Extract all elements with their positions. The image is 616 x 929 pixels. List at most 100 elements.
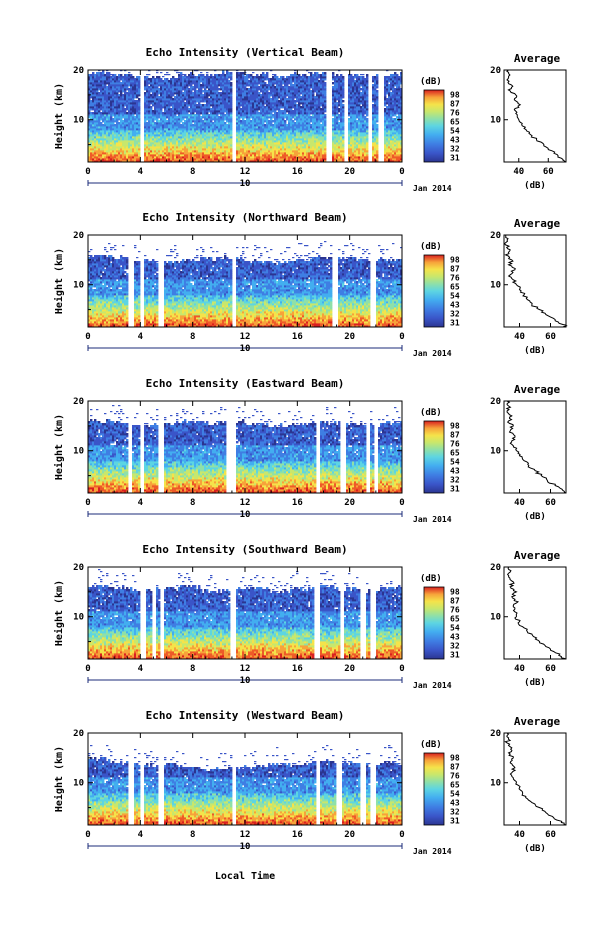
echo-cell <box>96 74 99 77</box>
echo-cell <box>218 80 221 83</box>
echo-cell <box>90 104 93 107</box>
echo-cell <box>224 110 227 113</box>
echo-cell <box>120 132 123 135</box>
echo-cell <box>266 72 269 75</box>
echo-cell <box>152 158 155 161</box>
echo-cell <box>236 88 239 91</box>
echo-cell <box>110 134 113 137</box>
echo-cell <box>94 74 97 77</box>
echo-cell <box>112 114 115 117</box>
echo-cell <box>96 152 99 155</box>
echo-cell <box>156 102 159 105</box>
echo-cell <box>210 100 213 103</box>
echo-cell <box>110 132 113 135</box>
echo-cell <box>214 92 217 95</box>
echo-cell <box>120 116 123 119</box>
echo-cell <box>238 84 241 87</box>
echo-cell <box>206 92 209 95</box>
echo-cell <box>226 74 229 77</box>
echo-cell <box>222 138 225 141</box>
echo-cell <box>228 104 231 107</box>
echo-cell <box>138 98 141 101</box>
echo-cell <box>168 112 171 115</box>
echo-cell <box>114 140 117 143</box>
echo-cell <box>210 92 213 95</box>
echo-cell <box>104 110 107 113</box>
echo-cell <box>138 94 141 97</box>
echo-cell <box>116 124 119 127</box>
echo-cell <box>236 102 239 105</box>
echo-cell <box>148 96 151 99</box>
echo-cell <box>158 92 161 95</box>
echo-cell <box>244 126 247 129</box>
echo-cell <box>218 116 221 119</box>
echo-cell <box>114 88 117 91</box>
echo-cell <box>122 146 125 149</box>
echo-cell <box>230 98 233 101</box>
echo-cell <box>238 72 241 75</box>
echo-cell <box>210 148 213 151</box>
echo-cell <box>150 112 153 115</box>
echo-cell <box>148 128 151 131</box>
echo-cell <box>236 80 239 83</box>
echo-cell <box>138 86 141 89</box>
echo-cell <box>106 150 109 153</box>
echo-cell <box>166 72 169 74</box>
echo-cell <box>168 134 171 137</box>
echo-cell <box>238 90 241 93</box>
echo-cell <box>220 138 223 141</box>
echo-cell <box>90 92 93 95</box>
echo-cell <box>116 92 119 95</box>
echo-cell <box>190 90 193 93</box>
echo-cell <box>230 118 233 121</box>
echo-cell <box>106 110 109 113</box>
echo-cell <box>102 152 105 155</box>
echo-cell <box>112 150 115 153</box>
echo-cell <box>170 92 173 95</box>
echo-cell <box>164 124 167 127</box>
echo-cell <box>146 148 149 151</box>
echo-cell <box>226 82 229 85</box>
echo-cell <box>198 132 201 135</box>
echo-cell <box>150 86 153 89</box>
echo-cell <box>106 88 109 91</box>
echo-cell <box>88 148 91 151</box>
echo-cell <box>198 100 201 103</box>
echo-cell <box>190 152 193 155</box>
echo-cell <box>110 104 113 107</box>
echo-cell <box>222 142 225 145</box>
echo-cell <box>216 98 219 101</box>
echo-cell <box>170 134 173 137</box>
echo-cell <box>126 74 129 77</box>
echo-cell <box>116 80 119 83</box>
echo-cell <box>88 146 91 149</box>
echo-cell <box>228 84 231 87</box>
echo-cell <box>90 124 93 127</box>
echo-cell <box>174 96 177 99</box>
echo-cell <box>200 150 203 153</box>
echo-cell <box>100 148 103 151</box>
echo-cell <box>108 118 111 121</box>
echo-cell <box>176 98 179 101</box>
echo-cell <box>192 156 195 159</box>
echo-cell <box>226 92 229 95</box>
echo-cell <box>220 98 223 101</box>
echo-cell <box>148 106 151 109</box>
echo-cell <box>132 96 135 99</box>
echo-cell <box>116 152 119 155</box>
echo-cell <box>120 108 123 111</box>
echo-cell <box>190 114 193 117</box>
echo-cell <box>138 90 141 93</box>
echo-cell <box>224 126 227 129</box>
echo-cell <box>108 152 111 155</box>
echo-cell <box>324 72 327 75</box>
echo-cell <box>212 116 215 119</box>
echo-cell <box>94 144 97 147</box>
echo-cell <box>100 144 103 147</box>
echo-cell <box>228 126 231 129</box>
echo-cell <box>98 146 101 149</box>
echo-cell <box>136 114 139 117</box>
echo-cell <box>178 142 181 145</box>
echo-cell <box>156 144 159 147</box>
echo-cell <box>184 80 187 83</box>
